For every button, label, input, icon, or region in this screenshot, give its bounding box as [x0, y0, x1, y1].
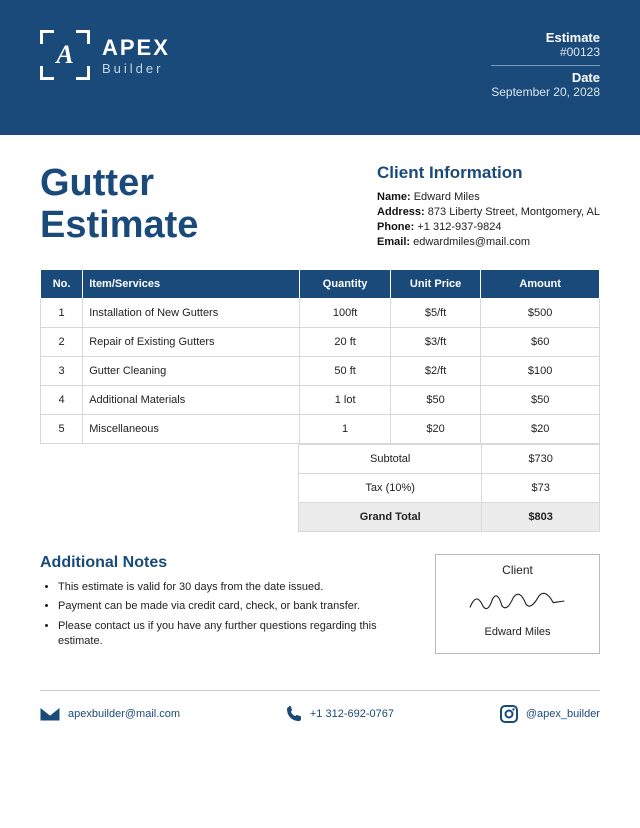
grand-label: Grand Total — [299, 503, 482, 532]
col-price: Unit Price — [390, 270, 480, 299]
table-row: 4Additional Materials1 lot$50$50 — [41, 386, 600, 415]
client-name: Edward Miles — [414, 191, 480, 203]
footer-phone: +1 312-692-0767 — [286, 706, 394, 722]
totals-table: Subtotal$730 Tax (10%)$73 Grand Total$80… — [298, 444, 600, 532]
footer-email: apexbuilder@mail.com — [40, 707, 180, 721]
client-heading: Client Information — [377, 163, 600, 183]
phone-icon — [286, 706, 302, 722]
col-item: Item/Services — [83, 270, 300, 299]
table-row: 1Installation of New Gutters100ft$5/ft$5… — [41, 299, 600, 328]
list-item: Please contact us if you have any furthe… — [58, 619, 415, 650]
instagram-icon — [500, 705, 518, 723]
document-header: A APEX Builder Estimate #00123 Date Sept… — [0, 0, 640, 135]
logo-icon: A — [40, 30, 90, 80]
signature-name: Edward Miles — [446, 626, 589, 638]
client-phone: +1 312-937-9824 — [417, 221, 501, 233]
client-address: 873 Liberty Street, Montgomery, AL — [428, 206, 600, 218]
table-row: 3Gutter Cleaning50 ft$2/ft$100 — [41, 357, 600, 386]
items-table: No. Item/Services Quantity Unit Price Am… — [40, 269, 600, 444]
brand-name: APEX — [102, 35, 170, 61]
col-no: No. — [41, 270, 83, 299]
footer: apexbuilder@mail.com +1 312-692-0767 @ap… — [0, 691, 640, 745]
document-title: Gutter Estimate — [40, 163, 198, 251]
notes-heading: Additional Notes — [40, 554, 415, 572]
estimate-label: Estimate — [491, 30, 600, 45]
subtotal-label: Subtotal — [299, 445, 482, 474]
signature-title: Client — [446, 563, 589, 577]
email-icon — [40, 707, 60, 721]
brand-sub: Builder — [102, 61, 170, 76]
tax-value: $73 — [482, 474, 600, 503]
header-meta: Estimate #00123 Date September 20, 2028 — [491, 30, 600, 105]
signature-icon — [462, 585, 574, 617]
tax-label: Tax (10%) — [299, 474, 482, 503]
list-item: Payment can be made via credit card, che… — [58, 599, 415, 614]
client-information: Client Information Name: Edward Miles Ad… — [377, 163, 600, 251]
date-value: September 20, 2028 — [491, 85, 600, 99]
additional-notes: Additional Notes This estimate is valid … — [40, 554, 415, 654]
col-qty: Quantity — [300, 270, 390, 299]
footer-social: @apex_builder — [500, 705, 600, 723]
table-row: 5Miscellaneous1$20$20 — [41, 415, 600, 444]
signature-box: Client Edward Miles — [435, 554, 600, 654]
list-item: This estimate is valid for 30 days from … — [58, 580, 415, 595]
estimate-number: #00123 — [491, 45, 600, 59]
table-row: 2Repair of Existing Gutters20 ft$3/ft$60 — [41, 328, 600, 357]
client-email: edwardmiles@mail.com — [413, 236, 530, 248]
logo-area: A APEX Builder — [40, 30, 170, 80]
col-amt: Amount — [481, 270, 600, 299]
subtotal-value: $730 — [482, 445, 600, 474]
date-label: Date — [491, 70, 600, 85]
grand-value: $803 — [482, 503, 600, 532]
